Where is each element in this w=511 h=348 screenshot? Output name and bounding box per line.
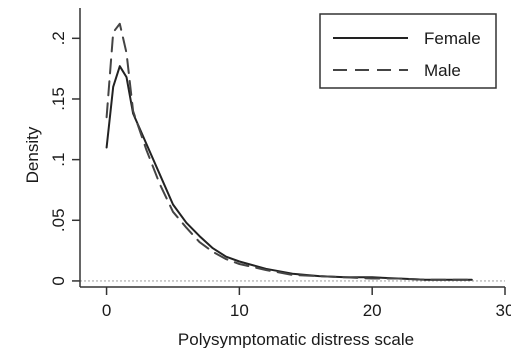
y-tick-label: .15: [49, 87, 68, 111]
series-line-male: [105, 22, 473, 281]
plot-area: [80, 22, 505, 282]
axes: 0 .05 .1 .15 .2 0 10 20 30: [49, 8, 511, 320]
x-axis-title: Polysymptomatic distress scale: [178, 330, 414, 348]
legend-label-male: Male: [424, 61, 461, 80]
x-tick-label: 0: [102, 301, 111, 320]
y-tick-label: .2: [49, 31, 68, 45]
legend: Female Male: [319, 13, 497, 89]
x-tick-label: 20: [363, 301, 382, 320]
y-axis-title: Density: [23, 126, 42, 183]
legend-box: [319, 13, 497, 89]
y-tick-label: .05: [49, 208, 68, 232]
y-tick-label: 0: [49, 276, 68, 285]
x-tick-label: 30: [496, 301, 511, 320]
x-tick-label: 10: [230, 301, 249, 320]
series-line-female: [105, 65, 473, 281]
y-tick-label: .1: [49, 153, 68, 167]
legend-label-female: Female: [424, 29, 481, 48]
